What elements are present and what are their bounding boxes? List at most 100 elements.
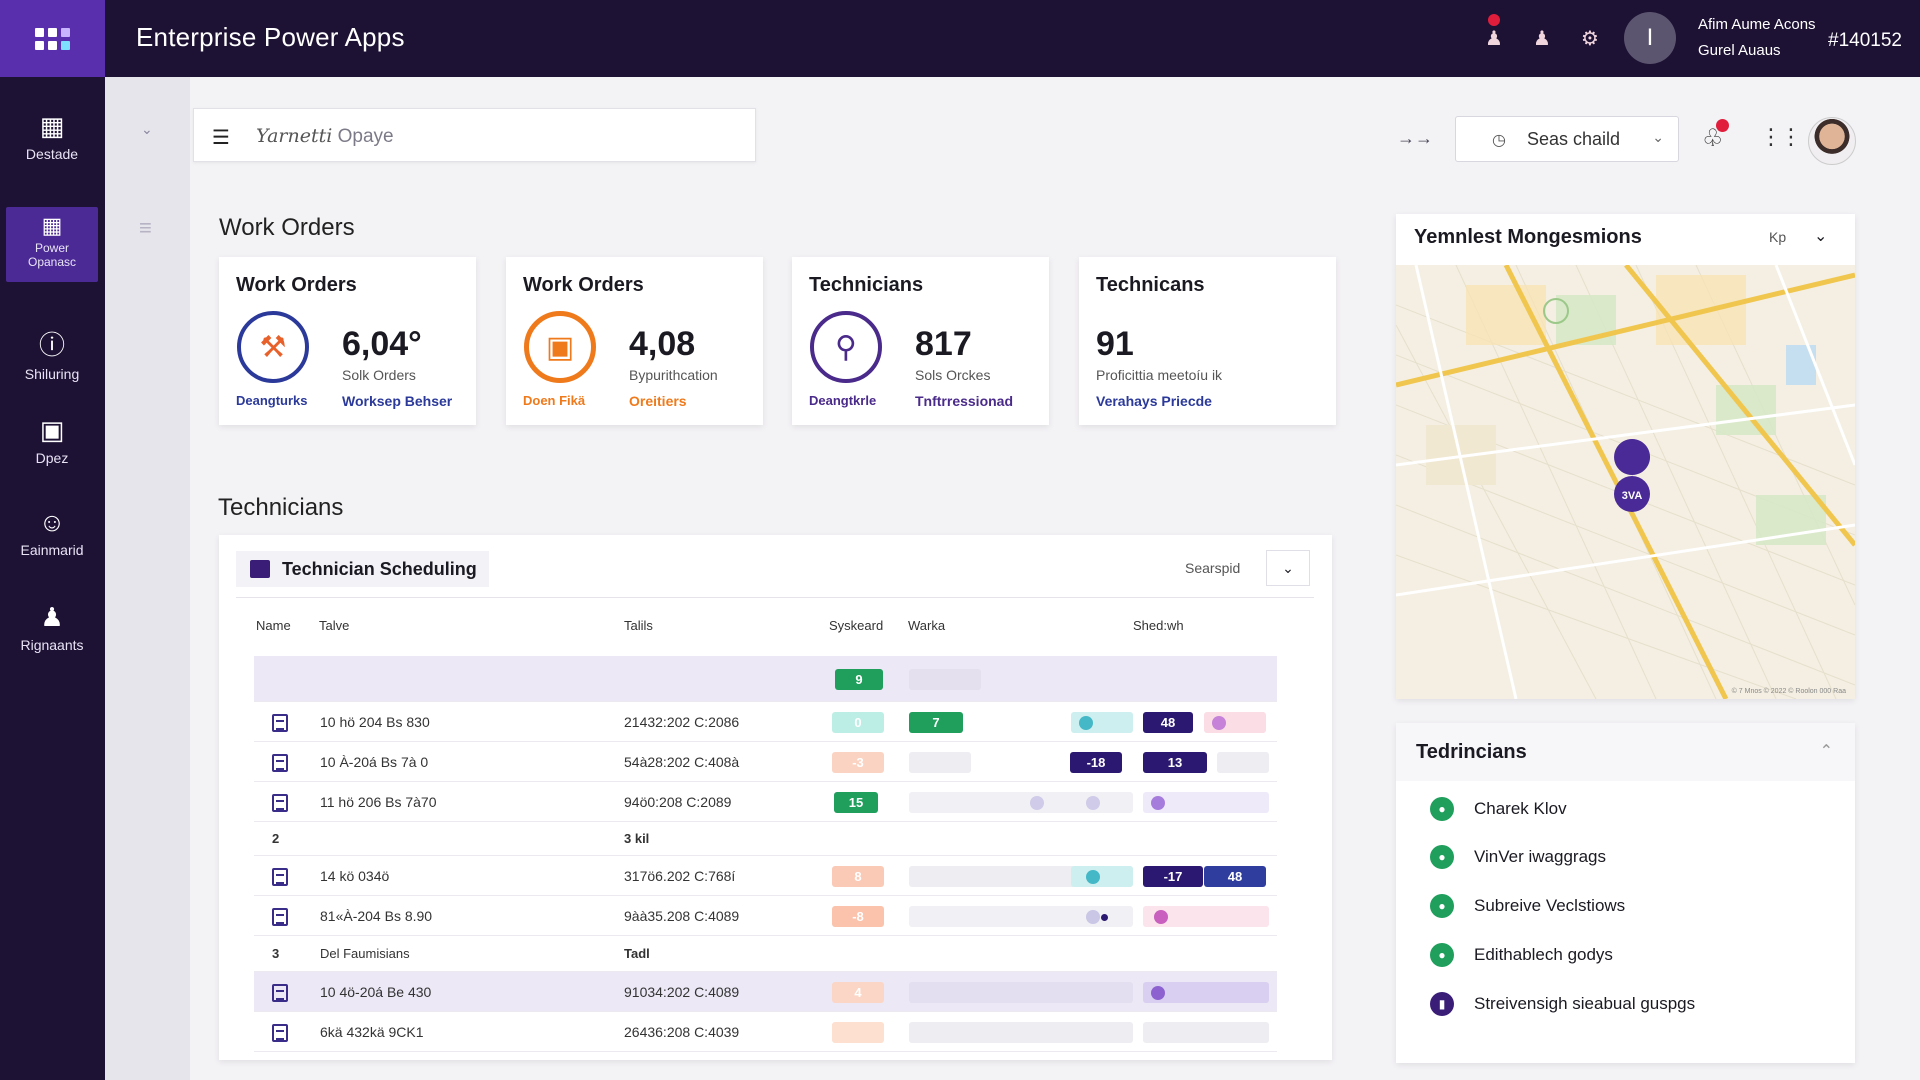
nav-item-dpez[interactable]: ▣ Dpez: [6, 415, 98, 466]
kpi-link[interactable]: Verahays Priecde: [1096, 393, 1212, 409]
table-row[interactable]: 10 4ö-20á Be 430 91034:202 C:4089 4: [254, 972, 1277, 1012]
cell-name: 6kä 432kä 9CK1: [320, 1024, 424, 1040]
kpi-value: 817: [915, 325, 972, 363]
table-row[interactable]: 81«À-204 Bs 8.90 9àà35.208 C:4089 -8: [254, 896, 1277, 936]
cell-name: 10 4ö-20á Be 430: [320, 984, 432, 1000]
app-launcher-button[interactable]: [0, 0, 105, 77]
kpi-card-work-orders[interactable]: Work Orders ⚒ 6,04° Solk Orders Deangtur…: [219, 257, 476, 425]
notifications-button[interactable]: ♧: [1702, 119, 1729, 153]
location-alert-icon[interactable]: ♟: [1480, 14, 1508, 56]
kpi-link[interactable]: Tnftrressionad: [915, 393, 1014, 409]
status-pill: 15: [834, 792, 878, 813]
scheduling-filter-dropdown[interactable]: ⌄: [1266, 550, 1310, 586]
kpi-card-work-orders-2[interactable]: Work Orders ▣ 4,08 Bypurithcation Doen F…: [506, 257, 763, 425]
column-header[interactable]: Shed:wh: [1133, 618, 1184, 633]
column-header[interactable]: Talve: [319, 618, 350, 633]
user-avatar[interactable]: I: [1624, 12, 1676, 64]
schedule-bar: [1143, 906, 1269, 927]
table-row[interactable]: 11 hö 206 Bs 7à70 94ö0:208 C:2089 15: [254, 782, 1277, 822]
technicians-list-panel: Tedrincians ⌃ ● Charek Klov ● VinVer iwa…: [1396, 723, 1855, 1063]
search-box[interactable]: ☰ Yarnetti Opaye: [193, 108, 756, 162]
cell-name: 10 hö 204 Bs 830: [320, 714, 430, 730]
table-row[interactable]: 6kä 432kä 9CK1 26436:208 C:4039: [254, 1012, 1277, 1052]
team-icon[interactable]: ⚙: [1581, 27, 1599, 50]
technician-search-icon: ⚲: [810, 311, 882, 383]
people-icon[interactable]: ♟: [1533, 27, 1551, 50]
group-number: 3: [272, 946, 280, 961]
schedule-bar: [909, 792, 1133, 813]
cell-value: 9àà35.208 C:4089: [624, 908, 740, 924]
kpi-link[interactable]: Deangtkrle: [809, 393, 877, 408]
technician-status-icon: ●: [1430, 943, 1454, 967]
apps-icon: ▦: [41, 213, 63, 238]
technician-name: Charek Klov: [1474, 799, 1567, 818]
profile-avatar[interactable]: [1808, 117, 1856, 165]
schedule-dot: [1086, 910, 1100, 924]
column-header[interactable]: Warka: [908, 618, 946, 633]
chevron-up-icon[interactable]: ⌃: [1819, 743, 1833, 760]
column-header[interactable]: Syskeard: [829, 618, 884, 633]
notification-dot: [1716, 119, 1729, 132]
nav-item-power-opanasc[interactable]: ▦ Power Opanasc: [6, 207, 98, 282]
nav-item-destade[interactable]: ▦ Destade: [6, 111, 98, 162]
scheduling-title: Technician Scheduling: [282, 558, 477, 579]
status-pill: -3: [832, 752, 884, 773]
nav-item-rignaants[interactable]: ♟ Rignaants: [6, 602, 98, 653]
cell-name: 10 À-20á Bs 7à 0: [320, 754, 429, 770]
kpi-card-technicians-2[interactable]: Technicans 91 Proficittia meetoíu ik Ve…: [1079, 257, 1336, 425]
search-input[interactable]: Yarnetti Opaye: [256, 125, 394, 148]
hamburger-icon[interactable]: ☰: [212, 127, 230, 149]
kpi-card-technicians[interactable]: Technicians ⚲ 817 Sols Orckes Deangtkrle…: [792, 257, 1049, 425]
kpi-link[interactable]: Worksep Behser: [342, 393, 453, 409]
work-order-icon: [272, 868, 288, 886]
map-control-label[interactable]: Kp: [1769, 229, 1787, 245]
kpi-subtitle: Sols Orckes: [915, 367, 991, 383]
schedule-bar: [1143, 1022, 1269, 1043]
table-group-row[interactable]: 3 Del Faumisians Tadl: [254, 936, 1277, 972]
schedule-bar: [909, 982, 1133, 1003]
kpi-link[interactable]: Oreitiers: [629, 393, 687, 409]
status-pill: 13: [1143, 752, 1207, 773]
cell-name: 81«À-204 Bs 8.90: [320, 908, 433, 924]
view-select[interactable]: ◷ Seas chaild ⌄: [1455, 116, 1679, 162]
table-row[interactable]: 10 hö 204 Bs 830 21432:202 C:2086 0 7 48: [254, 702, 1277, 742]
chevron-down-icon[interactable]: ⌄: [141, 121, 153, 137]
map-marker[interactable]: 3VA: [1614, 439, 1651, 512]
table-row[interactable]: 14 kö 034ö 317ö6.202 C:768í 8 -17 48: [254, 856, 1277, 896]
nav-item-shiluring[interactable]: ⓘ Shiluring: [6, 325, 98, 382]
status-pill: 4: [832, 982, 884, 1003]
group-label: Tadl: [624, 946, 650, 961]
bell-icon: ♧: [1702, 125, 1724, 152]
cell-value: 21432:202 C:2086: [624, 714, 740, 730]
technician-name: Streivensigh sieabual guspgs: [1474, 994, 1696, 1013]
kpi-subtitle: Solk Orders: [342, 367, 416, 383]
technician-status-icon: ▮: [1430, 992, 1454, 1016]
table-row[interactable]: 10 À-20á Bs 7à 0 54à28:202 C:408à -3 -18…: [254, 742, 1277, 782]
swap-link[interactable]: →→: [1397, 128, 1433, 148]
cell-name: 11 hö 206 Bs 7à70: [320, 794, 437, 810]
schedule-bar: [1071, 866, 1133, 887]
schedule-dot: [1086, 796, 1100, 810]
chevron-down-icon[interactable]: ⌄: [1814, 228, 1828, 245]
scheduling-tab[interactable]: Technician Scheduling: [236, 551, 489, 587]
column-header[interactable]: Talils: [624, 618, 653, 633]
apps-grid-icon[interactable]: ⋮⋮: [1760, 124, 1802, 149]
technician-name: VinVer iwaggrags: [1474, 847, 1606, 866]
list-title: Tedrincians: [1416, 741, 1527, 763]
secondary-rail: ⌄ ≡: [105, 77, 190, 1080]
grid-icon: ▦: [39, 111, 65, 141]
nav-item-eainmarid[interactable]: ☺ Eainmarid: [6, 507, 98, 558]
column-header[interactable]: Name: [256, 618, 291, 633]
table-row[interactable]: 9: [254, 656, 1277, 702]
group-number: 2: [272, 831, 280, 846]
kpi-link[interactable]: Deangturks: [236, 393, 308, 408]
table-group-row[interactable]: 2 3 kil: [254, 822, 1277, 856]
map-panel: Yemnlest Mongesmions Kp ⌄: [1396, 214, 1855, 699]
filter-icon[interactable]: ≡: [139, 215, 152, 240]
info-icon: ⓘ: [38, 330, 65, 360]
user-id: #140152: [1828, 30, 1902, 51]
group-label: 3 kil: [624, 831, 650, 846]
kpi-link[interactable]: Doen Fikä: [523, 393, 586, 408]
map-view[interactable]: 3VA © 7 Mnos © 2022 © Roolon 000 Raa: [1396, 265, 1855, 699]
kpi-title: Technicans: [1096, 274, 1205, 296]
